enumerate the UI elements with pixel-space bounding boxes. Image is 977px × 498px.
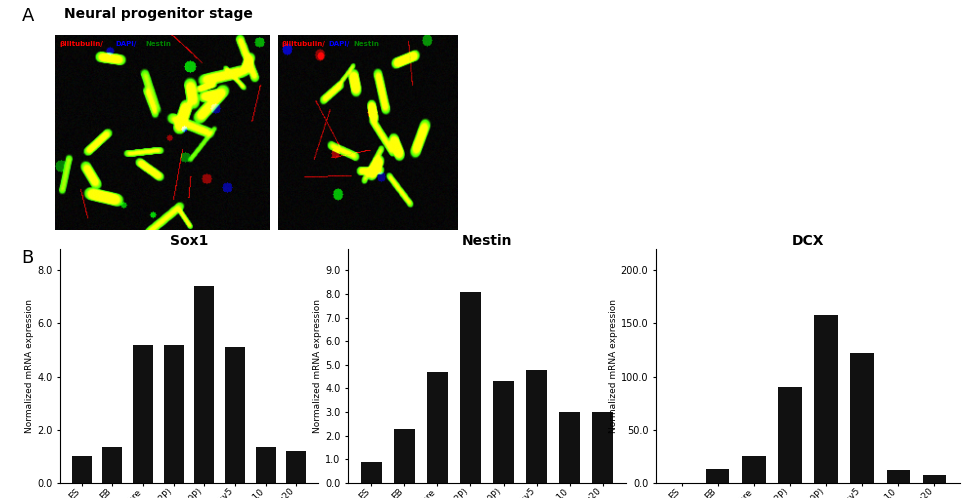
Text: βIIItubulin/: βIIItubulin/ bbox=[281, 41, 325, 47]
Text: DAPI/: DAPI/ bbox=[328, 41, 350, 47]
Bar bbox=[286, 451, 306, 483]
Bar bbox=[779, 387, 802, 483]
Bar bbox=[225, 348, 245, 483]
Text: Neural progenitor stage: Neural progenitor stage bbox=[64, 7, 252, 21]
Bar bbox=[922, 475, 946, 483]
Bar bbox=[427, 372, 448, 483]
Bar bbox=[256, 447, 276, 483]
Bar bbox=[394, 429, 415, 483]
Bar bbox=[71, 457, 92, 483]
Bar bbox=[164, 345, 184, 483]
Bar bbox=[460, 291, 482, 483]
Title: Nestin: Nestin bbox=[462, 234, 512, 248]
Y-axis label: Normalized mRNA expression: Normalized mRNA expression bbox=[609, 299, 618, 433]
Y-axis label: Normalized mRNA expression: Normalized mRNA expression bbox=[25, 299, 34, 433]
Bar bbox=[492, 381, 514, 483]
Bar bbox=[133, 345, 153, 483]
Bar bbox=[526, 370, 547, 483]
Bar bbox=[361, 462, 382, 483]
Bar bbox=[194, 286, 214, 483]
Text: Nestin: Nestin bbox=[354, 41, 379, 47]
Bar bbox=[706, 469, 730, 483]
Bar bbox=[886, 470, 910, 483]
Bar bbox=[103, 447, 122, 483]
Y-axis label: Normalized mRNA expression: Normalized mRNA expression bbox=[314, 299, 322, 433]
Text: βIIItubulin/: βIIItubulin/ bbox=[60, 41, 103, 47]
Title: Sox1: Sox1 bbox=[170, 234, 208, 248]
Text: Nestin: Nestin bbox=[146, 41, 171, 47]
Bar bbox=[850, 353, 874, 483]
Bar bbox=[592, 412, 614, 483]
Bar bbox=[814, 315, 838, 483]
Text: DAPI/: DAPI/ bbox=[115, 41, 137, 47]
Bar bbox=[743, 457, 766, 483]
Bar bbox=[559, 412, 580, 483]
Title: DCX: DCX bbox=[791, 234, 825, 248]
Text: B: B bbox=[21, 249, 34, 267]
Text: A: A bbox=[21, 7, 34, 25]
